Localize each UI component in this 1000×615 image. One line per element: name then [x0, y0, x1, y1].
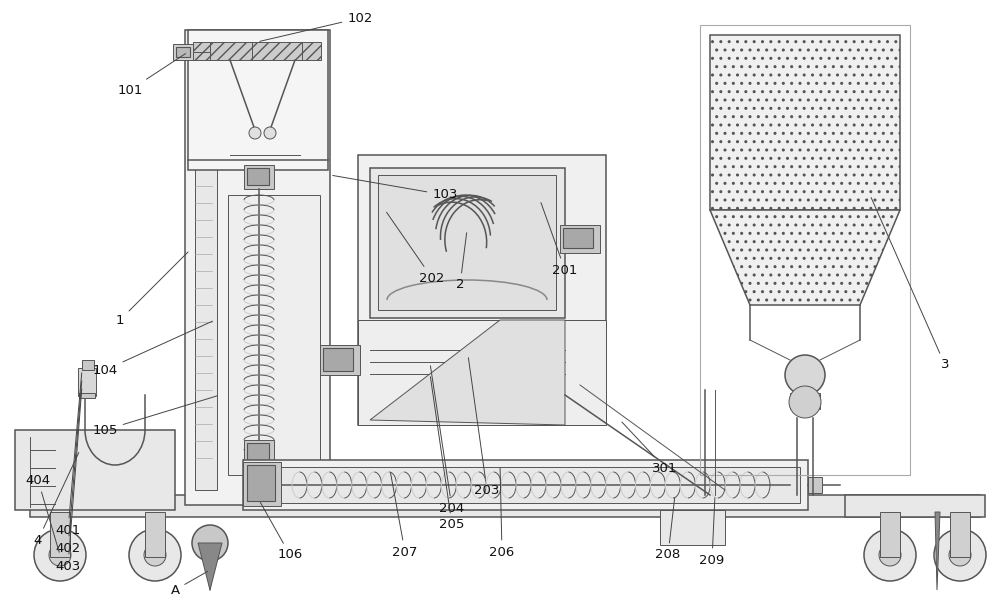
Polygon shape [251, 490, 267, 510]
Bar [358, 155, 606, 425]
Bar [15, 430, 175, 510]
Bar [247, 443, 269, 460]
Bar [378, 175, 556, 310]
Text: 401: 401 [55, 373, 82, 536]
Polygon shape [935, 512, 940, 590]
Bar [710, 35, 900, 210]
Bar [173, 44, 193, 60]
Circle shape [785, 355, 825, 395]
Bar [247, 465, 275, 501]
Text: 204: 204 [430, 366, 465, 515]
Polygon shape [710, 210, 900, 305]
Bar [228, 195, 320, 475]
Bar [563, 228, 593, 248]
Text: 102: 102 [260, 12, 373, 41]
Text: A: A [170, 571, 208, 597]
Bar [845, 495, 985, 517]
Bar [250, 467, 800, 503]
Bar [79, 393, 95, 398]
Bar [185, 30, 330, 505]
Text: 105: 105 [92, 396, 217, 437]
Bar [176, 47, 190, 57]
Circle shape [264, 127, 276, 139]
Polygon shape [198, 543, 222, 590]
Bar [195, 40, 217, 490]
Bar [323, 348, 353, 371]
Bar [188, 30, 328, 170]
Text: 3: 3 [871, 197, 949, 371]
Circle shape [949, 544, 971, 566]
Bar [193, 42, 321, 60]
Bar [247, 168, 269, 185]
Circle shape [49, 544, 71, 566]
Text: 104: 104 [92, 321, 212, 376]
Bar [950, 512, 970, 557]
Circle shape [934, 529, 986, 581]
Text: 101: 101 [117, 54, 186, 97]
Text: 404: 404 [25, 474, 59, 552]
Bar [370, 168, 565, 318]
Text: 402: 402 [55, 381, 82, 555]
Circle shape [144, 544, 166, 566]
Circle shape [864, 529, 916, 581]
Bar [244, 440, 274, 464]
Text: 209: 209 [699, 498, 725, 566]
Bar [78, 368, 96, 396]
Text: 208: 208 [655, 498, 681, 561]
Bar [30, 495, 980, 517]
Bar [320, 345, 360, 375]
Bar [790, 393, 820, 409]
Bar [660, 510, 725, 545]
Bar [358, 320, 606, 425]
Text: 206: 206 [489, 468, 515, 558]
Polygon shape [370, 320, 565, 425]
Bar [808, 477, 822, 493]
Circle shape [129, 529, 181, 581]
Bar [243, 462, 281, 506]
Bar [243, 460, 808, 510]
Text: 403: 403 [55, 389, 82, 573]
Bar [82, 360, 94, 370]
Text: 201: 201 [541, 202, 578, 277]
Bar [560, 225, 600, 253]
Text: 4: 4 [34, 453, 79, 547]
Text: 2: 2 [456, 232, 467, 292]
Bar [50, 512, 70, 557]
Text: 301: 301 [622, 422, 678, 475]
Bar [880, 512, 900, 557]
Circle shape [789, 386, 821, 418]
Bar [145, 512, 165, 557]
Text: 202: 202 [387, 212, 445, 285]
Text: 207: 207 [390, 473, 418, 558]
Text: 106: 106 [260, 502, 303, 561]
Circle shape [879, 544, 901, 566]
Bar [700, 25, 910, 475]
Bar [244, 165, 274, 189]
Text: 103: 103 [333, 175, 458, 202]
Circle shape [192, 525, 228, 561]
Text: 203: 203 [468, 358, 500, 496]
Text: 205: 205 [430, 377, 465, 531]
Circle shape [249, 127, 261, 139]
Text: 1: 1 [116, 252, 188, 327]
Circle shape [34, 529, 86, 581]
